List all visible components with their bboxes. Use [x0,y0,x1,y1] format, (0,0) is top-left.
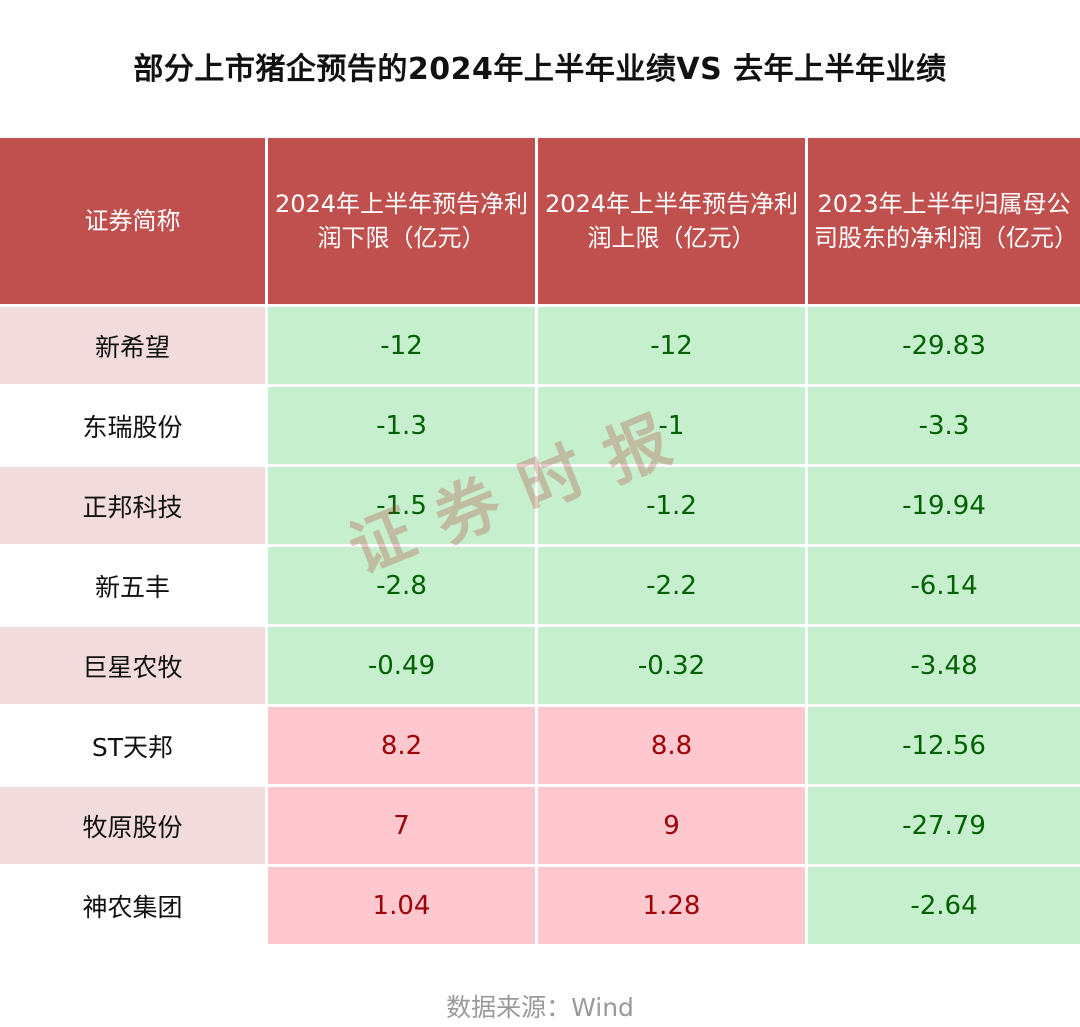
high-cell: -1.2 [538,467,805,544]
page-title: 部分上市猪企预告的2024年上半年业绩VS 去年上半年业绩 [133,52,947,87]
header-stock-name: 证券简称 [0,138,265,304]
stock-name-cell: 新五丰 [0,547,265,624]
high-cell: -1 [538,387,805,464]
stock-name-cell: ST天邦 [0,707,265,784]
table-row: ST天邦 8.2 8.8 -12.56 [0,707,1080,784]
low-cell: 1.04 [268,867,535,944]
stock-name-cell: 正邦科技 [0,467,265,544]
prev-cell: -12.56 [808,707,1080,784]
stock-name-cell: 新希望 [0,307,265,384]
prev-cell: -3.48 [808,627,1080,704]
table-header-row: 证券简称 2024年上半年预告净利润下限（亿元） 2024年上半年预告净利润上限… [0,138,1080,304]
stock-name-cell: 牧原股份 [0,787,265,864]
source-note: 数据来源：Wind [446,993,634,1022]
stock-name-cell: 东瑞股份 [0,387,265,464]
high-cell: 8.8 [538,707,805,784]
low-cell: 7 [268,787,535,864]
header-2024-low: 2024年上半年预告净利润下限（亿元） [268,138,535,304]
stock-name-cell: 巨星农牧 [0,627,265,704]
low-cell: -12 [268,307,535,384]
prev-cell: -19.94 [808,467,1080,544]
header-2024-high: 2024年上半年预告净利润上限（亿元） [538,138,805,304]
table-row: 东瑞股份 -1.3 -1 -3.3 [0,387,1080,464]
prev-cell: -6.14 [808,547,1080,624]
prev-cell: -27.79 [808,787,1080,864]
prev-cell: -3.3 [808,387,1080,464]
high-cell: -12 [538,307,805,384]
stock-name-cell: 神农集团 [0,867,265,944]
table-row: 牧原股份 7 9 -27.79 [0,787,1080,864]
low-cell: -1.3 [268,387,535,464]
high-cell: 1.28 [538,867,805,944]
low-cell: -2.8 [268,547,535,624]
table-row: 巨星农牧 -0.49 -0.32 -3.48 [0,627,1080,704]
low-cell: 8.2 [268,707,535,784]
header-2023-profit: 2023年上半年归属母公司股东的净利润（亿元） [808,138,1080,304]
low-cell: -1.5 [268,467,535,544]
high-cell: -2.2 [538,547,805,624]
table-row: 神农集团 1.04 1.28 -2.64 [0,867,1080,944]
performance-table: 证券简称 2024年上半年预告净利润下限（亿元） 2024年上半年预告净利润上限… [0,135,1080,947]
table-row: 新五丰 -2.8 -2.2 -6.14 [0,547,1080,624]
table-row: 正邦科技 -1.5 -1.2 -19.94 [0,467,1080,544]
prev-cell: -29.83 [808,307,1080,384]
prev-cell: -2.64 [808,867,1080,944]
high-cell: -0.32 [538,627,805,704]
low-cell: -0.49 [268,627,535,704]
table-row: 新希望 -12 -12 -29.83 [0,307,1080,384]
high-cell: 9 [538,787,805,864]
